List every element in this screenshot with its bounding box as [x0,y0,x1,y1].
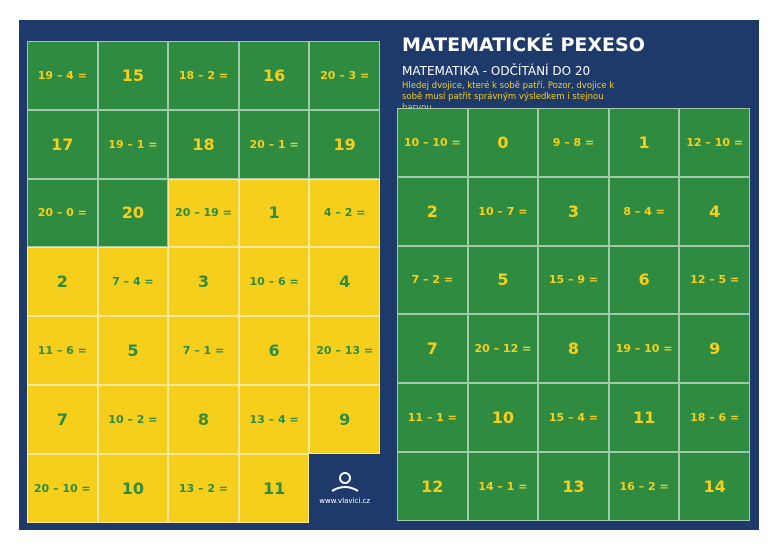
card: 13 – 2 = [168,453,239,523]
card: 16 [238,41,310,110]
card: 11 [238,453,310,523]
card: 8 – 4 = [608,176,680,246]
card: 11 – 1 = [397,383,468,452]
subtitle: MATEMATIKA - ODČÍTÁNÍ DO 20 [402,64,591,78]
card: 10 – 7 = [467,176,539,246]
card: 7 [27,385,98,454]
card: 14 – 1 = [467,452,539,521]
card: 9 – 8 = [538,108,609,177]
card: 12 – 5 = [679,245,750,315]
logo-icon [331,472,359,493]
card: 18 – 2 = [168,41,239,110]
card: 20 – 12 = [467,314,539,384]
card: 11 – 6 = [27,316,98,385]
card: 4 [309,247,380,317]
card: 13 [538,452,609,521]
card: 13 – 4 = [238,385,310,454]
card: 4 [679,176,750,246]
card: 10 [97,453,169,523]
card: 6 [238,316,310,385]
card: 19 [309,109,380,179]
card: 20 – 3 = [309,41,380,110]
card: 20 [97,178,169,248]
card: 7 – 1 = [168,316,239,385]
card: 3 [168,247,239,317]
card: 14 [679,452,750,521]
card: 8 [168,385,239,454]
logo-url: www.vlavici.cz [319,497,371,506]
card: 1 [238,178,310,248]
card: 15 – 4 = [538,383,609,452]
card: 8 [538,314,609,384]
card: 10 – 2 = [97,385,169,454]
logo: www.vlavici.cz [309,453,380,523]
card: 20 – 13 = [309,316,380,385]
card: 19 – 10 = [608,314,680,384]
card: 5 [97,316,169,385]
card: 19 – 4 = [27,41,98,110]
card: 17 [27,109,98,179]
card: 12 – 10 = [679,108,750,177]
card: 16 – 2 = [608,452,680,521]
card: 5 [467,245,539,315]
card: 2 [397,176,468,246]
card: 10 – 10 = [397,108,468,177]
card: 4 – 2 = [309,178,380,248]
card: 19 – 1 = [97,109,169,179]
card: 7 [397,314,468,384]
card: 20 – 0 = [27,178,98,248]
card: 10 [467,383,539,452]
card: 20 – 1 = [238,109,310,179]
card: 15 – 9 = [538,245,609,315]
card: 15 [97,41,169,110]
card: 3 [538,176,609,246]
title: MATEMATICKÉ PEXESO [402,34,645,56]
card: 11 [608,383,680,452]
card: 7 – 4 = [97,247,169,317]
card: 20 – 19 = [168,178,239,248]
card: 18 [168,109,239,179]
card: 18 – 6 = [679,383,750,452]
card: 20 – 10 = [27,453,98,523]
card: 6 [608,245,680,315]
card: 12 [397,452,468,521]
card: 1 [608,108,680,177]
card: 2 [27,247,98,317]
card: 9 [309,385,380,454]
card: 10 – 6 = [238,247,310,317]
card: 7 – 2 = [397,245,468,315]
card: 0 [467,108,539,177]
card: 9 [679,314,750,384]
